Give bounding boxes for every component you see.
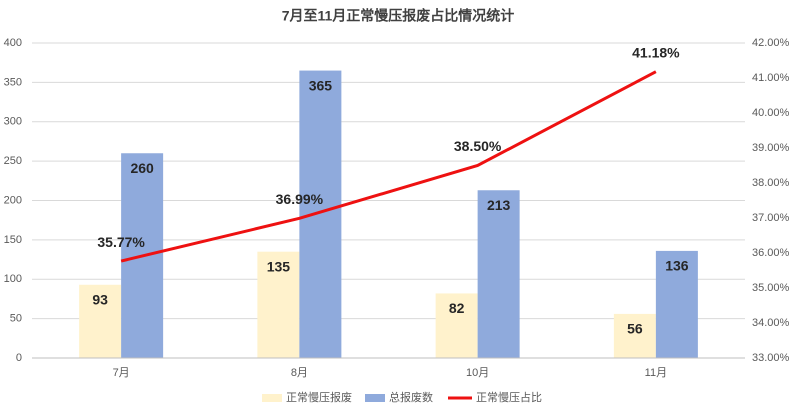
legend-label: 正常慢压占比 [476,390,542,404]
y2-tick-label: 40.00% [752,107,790,119]
y2-tick-label: 39.00% [752,142,790,154]
y2-tick-label: 35.00% [752,282,790,294]
line-label: 35.77% [97,234,145,250]
y2-tick-label: 37.00% [752,212,790,224]
bar-label: 365 [309,77,333,93]
bar [477,190,520,358]
chart-title: 7月至11月正常慢压报废占比情况统计 [282,8,515,24]
y2-tick-label: 36.00% [752,247,790,259]
x-tick-label: 10月 [466,367,489,379]
y2-tick-label: 33.00% [752,352,790,364]
y-tick-label: 300 [4,116,22,128]
bar-label: 56 [627,321,643,337]
bar [655,250,698,358]
bar [299,70,342,358]
bar-label: 213 [487,197,511,213]
legend-swatch [365,394,385,402]
line-label: 38.50% [454,138,502,154]
line [120,70,657,263]
y-tick-label: 0 [16,352,22,364]
bar-label: 260 [130,160,154,176]
y2-tick-label: 34.00% [752,317,790,329]
y-tick-label: 400 [4,37,22,49]
legend-label: 总报废数 [389,390,433,404]
y-tick-label: 200 [4,194,22,206]
bar-label: 93 [92,291,108,307]
y-tick-label: 250 [4,155,22,167]
y2-tick-label: 38.00% [752,177,790,189]
line-label: 41.18% [632,44,680,60]
y-tick-label: 150 [4,234,22,246]
bar [79,284,122,358]
legend-label: 正常慢压报废 [286,390,352,404]
line-label: 36.99% [276,191,324,207]
y-tick-label: 50 [10,313,22,325]
bar-label: 135 [267,258,291,274]
bar-label: 82 [449,300,465,316]
bar [257,251,300,358]
bar [613,313,656,358]
y-tick-label: 350 [4,76,22,88]
bar [435,293,478,358]
x-tick-label: 7月 [113,367,130,379]
x-tick-label: 11月 [645,367,667,379]
x-tick-label: 8月 [291,367,308,379]
legend-swatch [262,394,282,402]
y2-tick-label: 41.00% [752,72,790,84]
bar-label: 136 [665,258,689,274]
y2-tick-label: 42.00% [752,37,790,49]
y-tick-label: 100 [4,273,22,285]
